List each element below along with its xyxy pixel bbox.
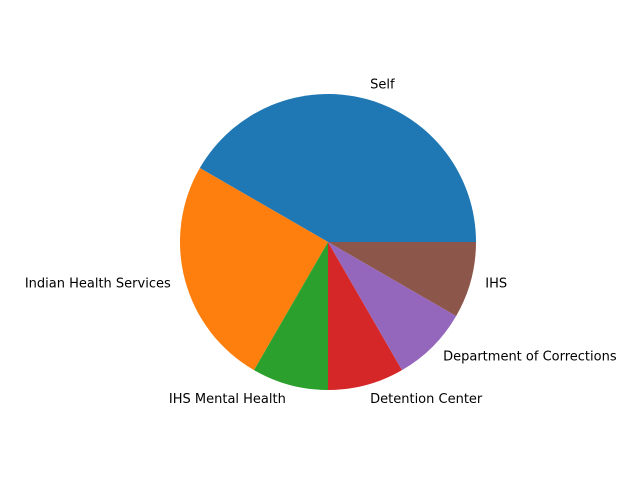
- pie-slice-ihs-mental-health: [254, 242, 328, 390]
- pie-label-indian-health-services: Indian Health Services: [25, 277, 171, 292]
- pie-label-self: Self: [370, 77, 395, 92]
- pie-labels: Self Indian Health Services IHS Mental Hea…: [25, 77, 617, 407]
- pie-label-department-of-corrections: Department of Corrections: [443, 350, 617, 365]
- pie-slice-department-of-corrections: [328, 242, 457, 371]
- pie-slice-detention-center: [328, 242, 402, 390]
- pie-slice-ihs: [328, 242, 476, 316]
- pie-slice-self: [199, 94, 476, 243]
- pie-label-ihs-mental-health: IHS Mental Health: [169, 392, 286, 407]
- pie-slices: [180, 94, 476, 390]
- pie-slice-indian-health-services: [180, 168, 328, 371]
- pie-label-detention-center: Detention Center: [370, 392, 483, 407]
- pie-label-ihs: IHS: [485, 277, 507, 292]
